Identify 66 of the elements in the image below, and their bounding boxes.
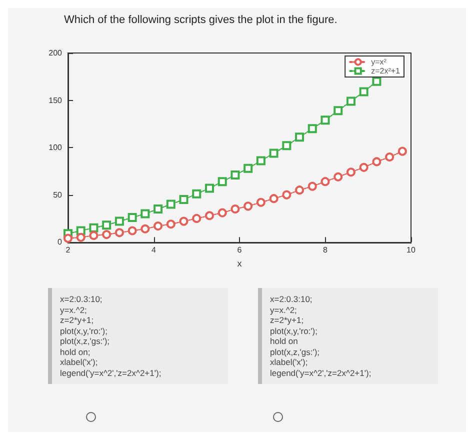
point [102,230,112,240]
point [256,156,266,166]
x-tick-label: 2 [66,246,71,255]
point [76,232,86,242]
point [372,76,382,86]
x-tick-label: 6 [237,246,242,255]
y-tick-label: 50 [53,190,63,200]
point [218,177,227,186]
point [269,148,278,158]
point [89,223,98,232]
point [204,184,214,193]
x-tick-label: 10 [406,246,416,255]
point [179,195,188,204]
point [398,146,407,156]
point [308,124,317,134]
point [269,194,278,204]
point [244,164,253,173]
y-tick-label: 100 [48,143,63,152]
point [372,157,382,166]
point [308,182,317,191]
point [140,209,150,218]
point [114,216,124,226]
point [346,96,356,106]
point [192,214,202,223]
point [320,177,330,186]
legend-label: z=2x²+1 [371,66,401,76]
point [256,198,266,207]
legend-label: y=x² [371,58,387,66]
point [179,216,188,226]
point [230,170,240,180]
text: x=2:0.3:10; y=x.^2; z=2*y+1; plot(x,y,'ro:'); plot(x,z,'gs:'); hold on; xlabel('x'); legend('y=x^2','z=2x^2+1'); [48,288,228,384]
point [64,234,72,243]
point [154,204,163,214]
point [166,220,176,229]
point [140,224,150,234]
point [334,106,343,116]
point [295,186,304,195]
x-tick-label: 4 [152,246,157,255]
point [346,168,356,177]
y-tick-label: 150 [48,96,63,105]
chart-title: Which of the following scripts gives the plot in the figure. [64,14,338,26]
point [320,116,330,125]
point [218,208,227,218]
point [166,200,176,209]
point [192,189,202,198]
point [102,220,112,230]
x-tick-label: 8 [323,246,328,255]
point [128,226,137,236]
y-tick-label: 200 [48,48,63,58]
point [282,141,292,150]
y-tick-label: 0 [58,238,63,247]
point [128,213,137,222]
point [334,172,343,182]
point [89,230,98,240]
point [154,222,163,231]
point [244,202,253,211]
point [114,228,124,238]
point [230,204,240,214]
point [385,152,394,162]
point [295,132,304,142]
x-axis-title: x [237,258,242,268]
point [359,87,368,96]
text: x=2:0.3:10; y=x.^2; z=2*y+1; plot(x,y,'ro:'); hold on plot(x,z,'gs:'); xlabel('x'); legend('y=x^2','z=2x^2+1'); [258,288,438,384]
point [359,162,368,172]
point [204,211,214,220]
point [282,190,292,200]
